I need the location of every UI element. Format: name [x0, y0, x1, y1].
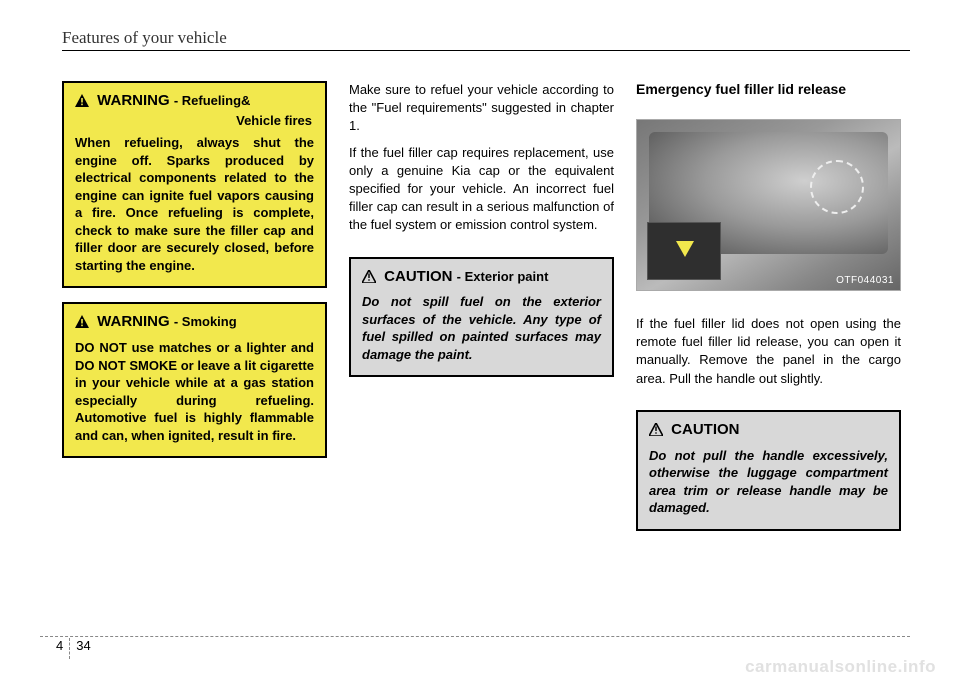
column-right: Emergency fuel filler lid release OTF044… [636, 81, 901, 531]
warning-icon [75, 94, 89, 113]
figure-label: OTF044031 [836, 275, 894, 286]
paragraph-cap: If the fuel filler cap requires replacem… [349, 144, 614, 235]
warning-smoking-box: WARNING - Smoking DO NOT use matches or … [62, 302, 327, 458]
header-rule [62, 50, 910, 51]
caution-handle-title: CAUTION [649, 421, 888, 442]
section-header: Features of your vehicle [62, 28, 910, 48]
warning-subtitle-1: - Refueling& [174, 93, 251, 108]
caution-paint-body: Do not spill fuel on the exterior surfac… [362, 293, 601, 363]
caution-icon [649, 423, 663, 442]
emergency-title: Emergency fuel filler lid release [636, 81, 901, 97]
caution-paint-title: CAUTION - Exterior paint [362, 268, 601, 289]
watermark: carmanualsonline.info [745, 657, 936, 677]
caution-label: CAUTION [384, 268, 452, 285]
warning-subtitle-2: Vehicle fires [75, 113, 314, 129]
column-middle: Make sure to refuel your vehicle accordi… [349, 81, 614, 531]
warning-label: WARNING [97, 313, 170, 330]
caution-handle-box: CAUTION Do not pull the handle excessive… [636, 410, 901, 531]
paragraph-refuel: Make sure to refuel your vehicle accordi… [349, 81, 614, 136]
chapter-number: 4 [40, 638, 69, 659]
content-columns: WARNING - Refueling& Vehicle fires When … [62, 81, 910, 531]
caution-label: CAUTION [671, 421, 739, 438]
caution-handle-body: Do not pull the handle excessively, othe… [649, 447, 888, 517]
caution-paint-box: CAUTION - Exterior paint Do not spill fu… [349, 257, 614, 378]
page-number: 34 [69, 638, 96, 659]
caution-subtitle: - Exterior paint [457, 269, 549, 284]
warning-refueling-body: When refueling, always shut the engine o… [75, 134, 314, 274]
column-left: WARNING - Refueling& Vehicle fires When … [62, 81, 327, 531]
trunk-figure: OTF044031 [636, 119, 901, 291]
warning-subtitle: - Smoking [174, 314, 237, 329]
paragraph-emergency: If the fuel filler lid does not open usi… [636, 315, 901, 388]
warning-icon [75, 315, 89, 334]
warning-smoking-title: WARNING - Smoking [75, 313, 314, 334]
warning-refueling-title: WARNING - Refueling& Vehicle fires [75, 92, 314, 129]
warning-smoking-body: DO NOT use matches or a lighter and DO N… [75, 339, 314, 444]
warning-refueling-box: WARNING - Refueling& Vehicle fires When … [62, 81, 327, 288]
page-footer: 4 34 [40, 636, 910, 659]
warning-label: WARNING [97, 92, 170, 109]
caution-icon [362, 270, 376, 289]
